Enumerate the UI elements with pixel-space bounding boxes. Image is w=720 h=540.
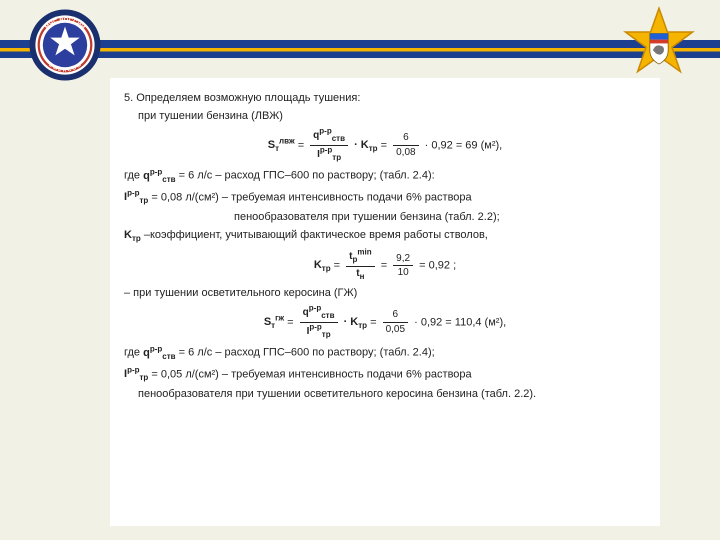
- line-lvj: при тушении бензина (ЛВЖ): [124, 109, 646, 124]
- itr-2: Iр-ртр = 0,05 л/(см²) – требуемая интенс…: [124, 366, 646, 385]
- document-body: 5. Определяем возможную площадь тушения:…: [110, 78, 660, 526]
- emblem-right-icon: [620, 6, 698, 90]
- foam-1: пенообразователя при тушении бензина (та…: [124, 210, 646, 225]
- foam-2: пенообразователя при тушении осветительн…: [124, 387, 646, 402]
- formula-2: Kтр = tрmintн = 9,210 = 0,92 ;: [124, 248, 646, 283]
- where-2: где qр-рств = 6 л/с – расход ГПС–600 по …: [124, 344, 646, 363]
- formula-3: Sтгж = qр-рствIр-ртр · Kтр = 60,05 · 0,9…: [124, 304, 646, 341]
- line-5-heading: 5. Определяем возможную площадь тушения:: [124, 91, 646, 106]
- where-1: где qр-рств = 6 л/с – расход ГПС–600 по …: [124, 167, 646, 186]
- emblem-left-icon: МЧС РОССИИ E M E R C O M: [28, 8, 102, 82]
- formula-1: Sтлвж = qр-рствIр-ртр · Kтр = 60,08 · 0,…: [124, 127, 646, 164]
- itr-1: Iр-ртр = 0,08 л/(см²) – требуемая интенс…: [124, 189, 646, 208]
- header-band: [0, 40, 720, 58]
- line-gj: – при тушении осветительного керосина (Г…: [124, 286, 646, 301]
- ktr-def: Kтр –коэффициент, учитывающий фактическо…: [124, 228, 646, 245]
